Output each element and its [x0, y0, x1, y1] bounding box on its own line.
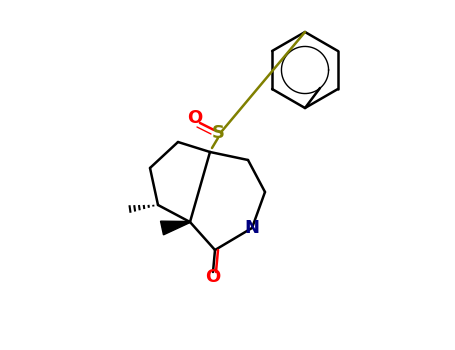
Text: N: N [244, 219, 259, 237]
Text: O: O [187, 109, 202, 127]
Polygon shape [161, 221, 190, 235]
Text: S: S [212, 124, 224, 142]
Text: O: O [205, 268, 221, 286]
